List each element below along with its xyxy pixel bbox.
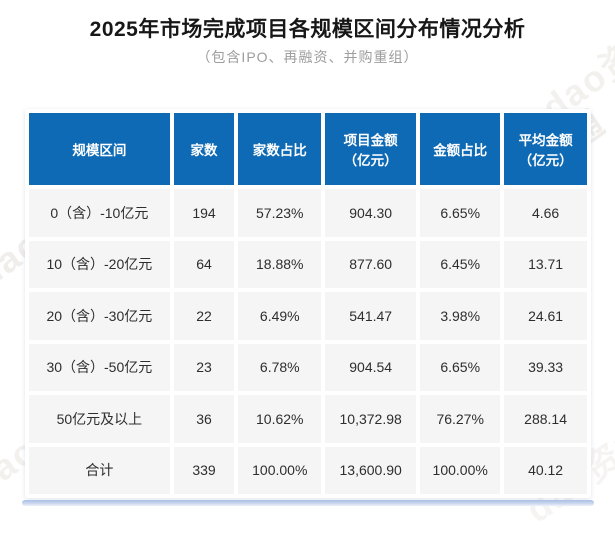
cell-amount-share: 6.65%: [420, 189, 501, 237]
table-card: 规模区间 家数 家数占比 项目金额 （亿元） 金额占比 平均金额 （亿元） 0（含）…: [25, 109, 591, 498]
cell-average-amount: 13.71: [504, 240, 587, 288]
cell-scale-range: 0（含）-10亿元: [29, 189, 170, 237]
page-subtitle: （包含IPO、再融资、并购重组）: [196, 49, 419, 65]
cell-average-amount: 288.14: [504, 395, 587, 443]
cell-scale-range: 30（含）-50亿元: [29, 343, 170, 391]
col-header-amount-share: 金额占比: [420, 113, 501, 185]
cell-company-count: 23: [173, 343, 235, 391]
cell-company-count: 36: [173, 395, 235, 443]
cell-amount-share: 76.27%: [420, 395, 501, 443]
cell-average-amount: 4.66: [504, 189, 587, 237]
cell-scale-range: 50亿元及以上: [29, 395, 170, 443]
cell-project-amount: 877.60: [325, 240, 417, 288]
cell-amount-share: 100.00%: [420, 446, 501, 494]
cell-average-amount: 39.33: [504, 343, 587, 391]
col-header-project-amount: 项目金额 （亿元）: [325, 113, 417, 185]
cell-amount-share: 6.65%: [420, 343, 501, 391]
cell-average-amount: 24.61: [504, 292, 587, 340]
cell-count-share: 10.62%: [238, 395, 322, 443]
cell-project-amount: 904.54: [325, 343, 417, 391]
cell-project-amount: 10,372.98: [325, 395, 417, 443]
scale-distribution-table: 规模区间 家数 家数占比 项目金额 （亿元） 金额占比 平均金额 （亿元） 0（含）…: [25, 109, 591, 498]
cell-count-share: 18.88%: [238, 240, 322, 288]
col-header-count-share: 家数占比: [238, 113, 322, 185]
table-row: 10（含）-20亿元 64 18.88% 877.60 6.45% 13.71: [29, 240, 587, 288]
table-row-total: 合计 339 100.00% 13,600.90 100.00% 40.12: [29, 446, 587, 494]
col-header-average-amount: 平均金额 （亿元）: [504, 113, 587, 185]
cell-company-count: 339: [173, 446, 235, 494]
cell-amount-share: 6.45%: [420, 240, 501, 288]
report-header: 2025年市场完成项目各规模区间分布情况分析 （包含IPO、再融资、并购重组）: [0, 13, 615, 67]
cell-amount-share: 3.98%: [420, 292, 501, 340]
cell-project-amount: 13,600.90: [325, 446, 417, 494]
cell-company-count: 64: [173, 240, 235, 288]
cell-count-share: 6.78%: [238, 343, 322, 391]
page-title: 2025年市场完成项目各规模区间分布情况分析: [89, 18, 526, 41]
table-row: 20（含）-30亿元 22 6.49% 541.47 3.98% 24.61: [29, 292, 587, 340]
table-header-row: 规模区间 家数 家数占比 项目金额 （亿元） 金额占比 平均金额 （亿元）: [29, 113, 587, 185]
cell-scale-range: 合计: [29, 446, 170, 494]
cell-count-share: 6.49%: [238, 292, 322, 340]
cell-project-amount: 541.47: [325, 292, 417, 340]
table-row: 50亿元及以上 36 10.62% 10,372.98 76.27% 288.1…: [29, 395, 587, 443]
table-row: 30（含）-50亿元 23 6.78% 904.54 6.65% 39.33: [29, 343, 587, 391]
col-header-scale-range: 规模区间: [29, 113, 170, 185]
cell-company-count: 22: [173, 292, 235, 340]
card-bottom-accent-line: [22, 500, 594, 506]
cell-scale-range: 10（含）-20亿元: [29, 240, 170, 288]
table-row: 0（含）-10亿元 194 57.23% 904.30 6.65% 4.66: [29, 189, 587, 237]
cell-count-share: 100.00%: [238, 446, 322, 494]
cell-count-share: 57.23%: [238, 189, 322, 237]
cell-project-amount: 904.30: [325, 189, 417, 237]
cell-company-count: 194: [173, 189, 235, 237]
cell-scale-range: 20（含）-30亿元: [29, 292, 170, 340]
col-header-company-count: 家数: [173, 113, 235, 185]
cell-average-amount: 40.12: [504, 446, 587, 494]
